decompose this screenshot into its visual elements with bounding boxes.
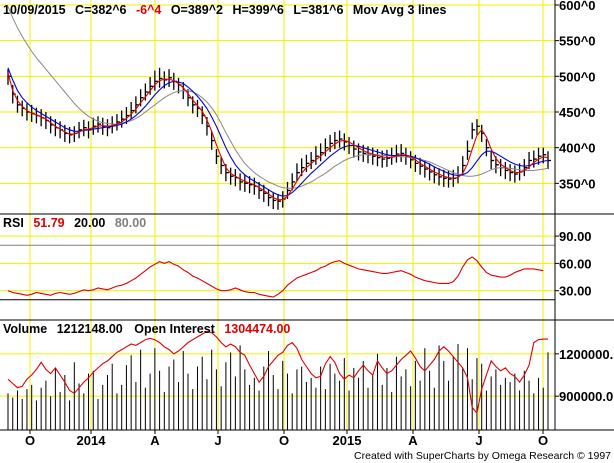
ma-mid-line [7,67,549,197]
footer-credit: Created with SuperCharts by Omega Resear… [354,450,611,462]
rsi-axis-tick-label-0: 90.00 [559,229,592,244]
x-axis-label-4: O [279,433,289,448]
ma-fast-line [7,72,549,201]
rsi-value: 51.79 [33,216,64,230]
rsi-axis-tick-label-2: 30.00 [559,284,592,299]
ma-slow-line [7,6,549,189]
x-axis-label-3: J [214,433,221,448]
x-axis-label-2: A [150,433,160,448]
header-close: C=382^6 [75,3,126,17]
open-interest-value: 1304474.00 [224,322,290,336]
header-mov-avg: Mov Avg 3 lines [353,3,447,17]
rsi-axis-tick-label-1: 60.00 [559,256,592,271]
x-axis-label-7: J [475,433,482,448]
volume-axis-tick-label-0: 1200000. [559,347,613,362]
grid-layer [0,0,555,430]
header-change: -6^4 [136,3,161,17]
axes-layer: 600^0 550^0 500^0 450^0 400^0 350^0 90.00 60.00… [0,0,614,448]
header-date: 10/09/2015 [3,3,66,17]
header-open: O=389^2 [171,3,223,17]
price-axis-tick-label-5: 350^0 [559,176,596,191]
price-axis-tick-label-4: 400^0 [559,141,596,156]
header-quote: 10/09/2015 C=382^6 -6^4 O=389^2 H=399^6 … [3,3,446,17]
volume-value: 1212148.00 [57,322,123,336]
x-axis-label-1: 2014 [77,433,107,448]
rsi-low-line: 20.00 [74,216,105,230]
x-axis-label-0: O [25,433,35,448]
rsi-high-line: 80.00 [115,216,146,230]
x-axis-label-5: 2015 [333,433,362,448]
x-axis-label-6: A [408,433,418,448]
x-axis-label-8: O [538,433,548,448]
open-interest-label: Open Interest [134,322,215,336]
price-axis-tick-label-3: 450^0 [559,105,596,120]
rsi-header: RSI 51.79 20.00 80.00 [3,216,146,230]
indicator-lines-layer [7,6,549,415]
open-interest-line [7,330,548,415]
volume-axis-tick-label-1: 900000.0 [559,389,613,404]
price-axis-tick-label-0: 600^0 [559,0,596,13]
header-low: L=381^6 [293,3,343,17]
header-high: H=399^6 [232,3,283,17]
rsi-label: RSI [3,216,24,230]
price-axis-tick-label-1: 550^0 [559,34,596,49]
volume-label: Volume [3,322,47,336]
price-axis-tick-label-2: 500^0 [559,69,596,84]
price-bars-layer [7,67,551,430]
volume-header: Volume 1212148.00 Open Interest 1304474.… [3,322,290,336]
rsi-line [7,256,544,298]
